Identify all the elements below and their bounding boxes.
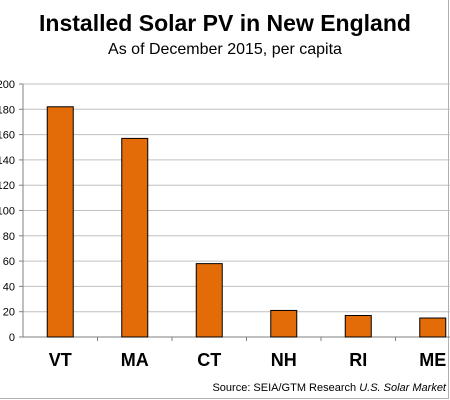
bar-ri [344,314,372,338]
x-tick-label-ri: RI [349,350,367,370]
y-tick-label: 0 [9,332,15,344]
y-tick-label: 60 [3,256,15,268]
chart-subtitle: As of December 2015, per capita [108,41,342,58]
y-tick-label: 160 [0,130,15,142]
bar-nh [270,309,298,338]
source-prefix: Source: SEIA/GTM Research [212,382,360,394]
bar-vt [46,106,74,338]
chart-title: Installed Solar PV in New England [39,10,411,36]
source-publication: U.S. Solar Market [359,382,446,394]
bar-me [419,317,447,338]
y-tick-label: 80 [3,231,15,243]
source-note: Source: SEIA/GTM Research U.S. Solar Mar… [212,382,446,394]
bar-ct [195,263,223,338]
bar-ma [121,137,149,338]
y-tick-label: 120 [0,180,15,192]
y-tick-label: 100 [0,206,15,218]
x-tick-label-me: ME [419,350,446,370]
x-tick-label-ma: MA [121,350,149,370]
y-tick-label: 140 [0,155,15,167]
x-tick-label-ct: CT [197,350,221,370]
y-tick-label: 20 [3,307,15,319]
y-tick-label: 180 [0,104,15,116]
x-tick-label-nh: NH [271,350,297,370]
y-tick-label: 200 [0,79,15,91]
x-tick-label-vt: VT [49,350,72,370]
y-tick-label: 40 [3,281,15,293]
